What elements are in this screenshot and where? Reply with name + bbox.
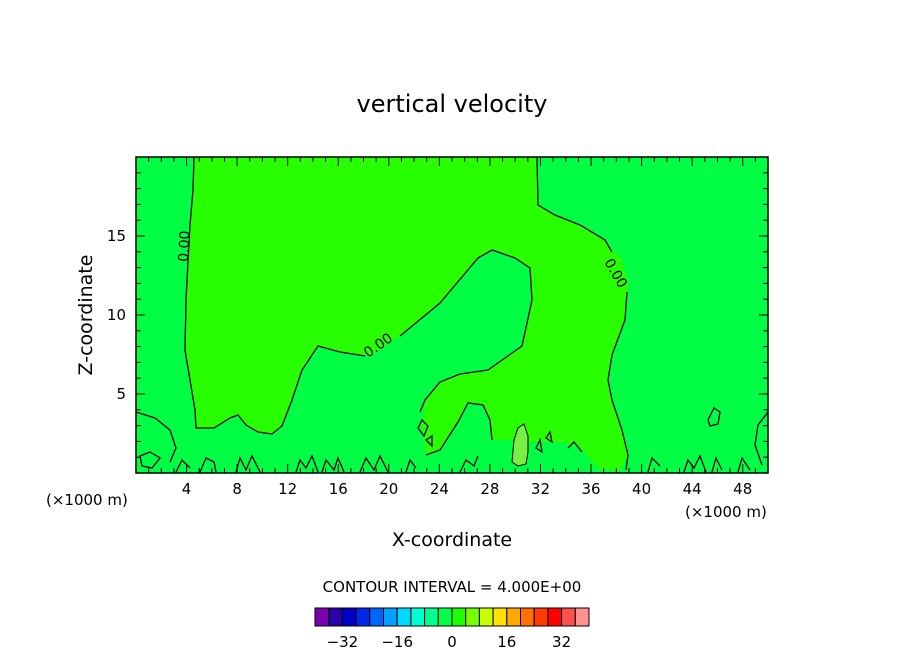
contour-interval-text: CONTOUR INTERVAL = 4.000E+00 [323, 578, 582, 596]
colorbar-swatch [451, 607, 467, 627]
colorbar-swatch [574, 607, 590, 627]
x-tick-label: 24 [430, 480, 449, 498]
x-tick-label: 16 [329, 480, 348, 498]
colorbar-swatch [465, 607, 480, 627]
y-tick-label: 10 [107, 306, 126, 324]
x-unit-label-left: (×1000 m) [46, 491, 128, 509]
x-tick-label: 36 [581, 480, 600, 498]
x-tick-label: 40 [632, 480, 651, 498]
contour-lines [135, 156, 769, 473]
x-tick-label: 44 [683, 480, 702, 498]
y-axis-title: Z-coordinate [75, 255, 97, 376]
x-tick-label: 32 [531, 480, 550, 498]
colorbar-swatch [328, 607, 343, 627]
y-tick-label: 5 [116, 385, 126, 403]
x-tick-label: 4 [182, 480, 192, 498]
colorbar-tick-label: 32 [552, 633, 571, 651]
colorbar-swatch [314, 607, 330, 627]
colorbar-swatch [533, 607, 549, 627]
colorbar-swatch [369, 607, 384, 627]
x-tick-label: 8 [232, 480, 242, 498]
x-axis-title: X-coordinate [392, 529, 512, 551]
colorbar-swatch [520, 607, 535, 627]
chart-title: vertical velocity [357, 90, 548, 118]
colorbar-swatch [424, 607, 439, 627]
colorbar-ticks: −32 −16 0 16 32 [327, 633, 572, 651]
colorbar-swatch [383, 607, 398, 627]
x-unit-label-right: (×1000 m) [685, 503, 767, 521]
colorbar-swatch [547, 607, 563, 627]
colorbar-swatch [355, 607, 371, 627]
colorbar [314, 607, 590, 627]
contour-label: 0.00 [176, 230, 194, 262]
colorbar-tick-label: −32 [327, 633, 359, 651]
x-axis: 4 8 12 16 20 24 28 32 36 40 44 48 [148, 157, 756, 498]
colorbar-swatch [437, 607, 453, 627]
colorbar-tick-label: −16 [381, 633, 413, 651]
x-tick-label: 12 [278, 480, 297, 498]
x-tick-label: 48 [733, 480, 752, 498]
colorbar-swatch [410, 607, 426, 627]
colorbar-swatch [561, 607, 576, 627]
colorbar-swatch [492, 607, 508, 627]
y-tick-label: 15 [107, 227, 126, 245]
x-tick-label: 28 [480, 480, 499, 498]
positive-region-left [185, 157, 628, 470]
colorbar-swatch [341, 607, 357, 627]
colorbar-swatch [506, 607, 521, 627]
colorbar-swatch [396, 607, 412, 627]
colorbar-tick-label: 0 [447, 633, 457, 651]
y-axis: 5 10 15 [107, 172, 768, 458]
positive-patch [511, 423, 529, 467]
x-tick-label: 20 [379, 480, 398, 498]
colorbar-tick-label: 16 [497, 633, 516, 651]
colorbar-swatch [478, 607, 494, 627]
